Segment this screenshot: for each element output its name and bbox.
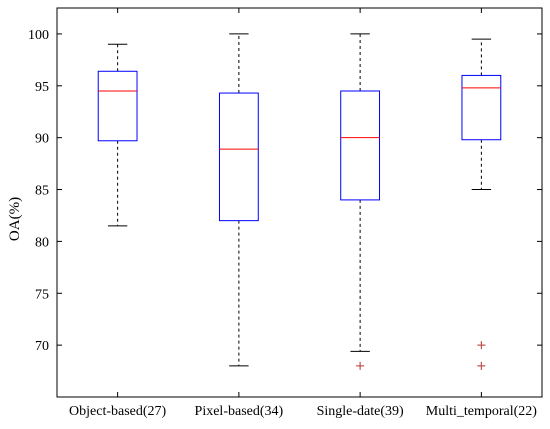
y-tick-label: 90 xyxy=(35,132,49,147)
y-tick-label: 70 xyxy=(35,339,49,354)
x-tick-label: Pixel-based(34) xyxy=(195,404,284,419)
plot-area: 70 75 80 85 90 95 100 Object-based(27) Pixel-bas… xyxy=(28,7,543,419)
y-tick-label: 80 xyxy=(35,235,49,250)
y-tick-label: 100 xyxy=(28,28,49,43)
box-iqr xyxy=(340,90,381,201)
x-tick-label: Multi_temporal(22) xyxy=(426,404,538,419)
box-iqr xyxy=(218,92,259,222)
x-tick-label: Single-date(39) xyxy=(317,404,404,419)
plot-frame xyxy=(56,7,543,398)
box-iqr xyxy=(97,70,138,142)
y-tick-label: 95 xyxy=(35,80,49,95)
x-tick-label: Object-based(27) xyxy=(69,404,167,419)
y-tick-label: 75 xyxy=(35,287,49,302)
y-axis-title: OA(%) xyxy=(7,197,23,241)
box-iqr xyxy=(461,74,502,141)
y-tick-label: 85 xyxy=(35,184,49,199)
